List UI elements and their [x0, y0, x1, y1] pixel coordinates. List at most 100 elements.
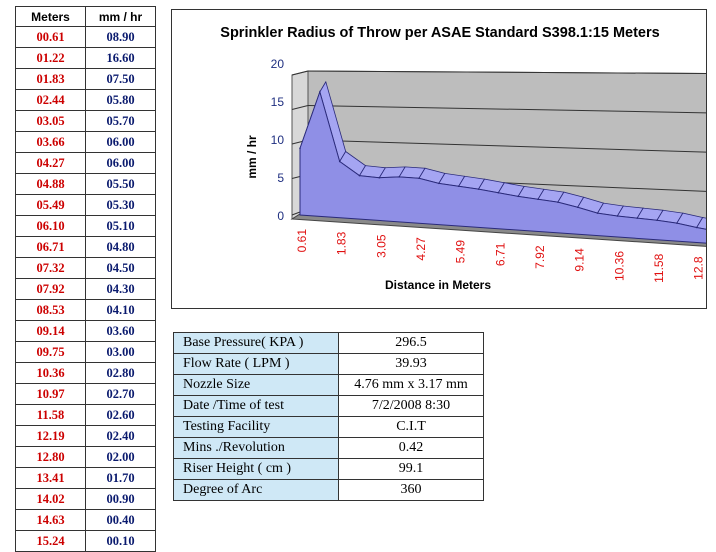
- info-value: 99.1: [338, 458, 484, 480]
- rate-cell: 05.50: [85, 173, 156, 195]
- table-row: 09.75 03.00: [15, 341, 156, 363]
- table-row: 01.22 16.60: [15, 47, 156, 69]
- table-row: 06.71 04.80: [15, 236, 156, 258]
- data-point: [656, 219, 658, 222]
- x-tick-label: 9.14: [573, 248, 587, 272]
- data-point: [438, 182, 440, 185]
- info-value: 296.5: [338, 332, 484, 354]
- table-header-row: Meters mm / hr: [15, 6, 156, 27]
- y-tick-label: 0: [277, 209, 284, 223]
- meters-cell: 15.24: [15, 530, 86, 552]
- info-row: Base Pressure( KPA ) 296.5: [173, 332, 484, 354]
- chart-title: Sprinkler Radius of Throw per ASAE Stand…: [220, 25, 659, 41]
- rate-cell: 04.50: [85, 257, 156, 279]
- info-label: Base Pressure( KPA ): [173, 332, 339, 354]
- rate-cell: 04.30: [85, 278, 156, 300]
- rate-cell: 05.80: [85, 89, 156, 111]
- x-tick-label: 5.49: [454, 240, 468, 264]
- table-body: 00.61 08.90 01.22 16.60 01.83 07.50 02.44 05.80…: [15, 26, 156, 552]
- chart-svg: Sprinkler Radius of Throw per ASAE Stand…: [220, 25, 706, 292]
- rainfall-data-table: Meters mm / hr 00.61 08.90 01.22 16.60 01.83…: [15, 6, 156, 552]
- table-row: 02.44 05.80: [15, 89, 156, 111]
- y-tick-label: 15: [271, 95, 285, 109]
- info-value: 0.42: [338, 437, 484, 459]
- meters-cell: 07.32: [15, 257, 86, 279]
- gridline: [307, 70, 706, 75]
- area-top-segment: [696, 217, 706, 230]
- meters-cell: 05.49: [15, 194, 86, 216]
- rate-cell: 00.90: [85, 488, 156, 510]
- gridline: [307, 139, 706, 153]
- data-point: [537, 198, 539, 201]
- rate-cell: 05.10: [85, 215, 156, 237]
- x-tick-label: 11.58: [652, 253, 666, 282]
- data-point: [378, 176, 381, 179]
- x-tick-label: 1.83: [335, 231, 349, 255]
- y-axis-ticks: 0 5 10 15 20: [271, 57, 285, 223]
- rate-cell: 05.70: [85, 110, 156, 132]
- info-value: C.I.T: [338, 416, 484, 438]
- data-point: [457, 185, 460, 188]
- table-row: 10.36 02.80: [15, 362, 156, 384]
- test-info-body: Base Pressure( KPA ) 296.5 Flow Rate ( LPM…: [173, 332, 484, 501]
- chart-area-series: [299, 80, 706, 244]
- table-row: 07.92 04.30: [15, 278, 156, 300]
- info-row: Flow Rate ( LPM ) 39.93: [173, 353, 484, 375]
- meters-cell: 03.66: [15, 131, 86, 153]
- rate-cell: 07.50: [85, 68, 156, 90]
- x-axis-label: Distance in Meters: [385, 278, 491, 292]
- table-row: 03.05 05.70: [15, 110, 156, 132]
- table-row: 08.53 04.10: [15, 299, 156, 321]
- table-row: 03.66 06.00: [15, 131, 156, 153]
- meters-cell: 10.97: [15, 383, 86, 405]
- info-value: 4.76 mm x 3.17 mm: [338, 374, 484, 396]
- meters-cell: 06.71: [15, 236, 86, 258]
- rate-cell: 00.40: [85, 509, 156, 531]
- rate-cell: 02.40: [85, 425, 156, 447]
- data-point: [358, 174, 361, 177]
- x-tick-label: 0.61: [295, 229, 309, 253]
- rate-cell: 06.00: [85, 131, 156, 153]
- table-row: 01.83 07.50: [15, 68, 156, 90]
- info-row: Nozzle Size 4.76 mm x 3.17 mm: [173, 374, 484, 396]
- table-row: 14.02 00.90: [15, 488, 156, 510]
- meters-cell: 12.19: [15, 425, 86, 447]
- data-point: [616, 215, 619, 217]
- rate-column-header: mm / hr: [85, 6, 156, 27]
- info-label: Testing Facility: [173, 416, 339, 438]
- info-label: Flow Rate ( LPM ): [173, 353, 339, 375]
- table-row: 07.32 04.50: [15, 257, 156, 279]
- meters-cell: 01.22: [15, 47, 86, 69]
- meters-cell: 01.83: [15, 68, 86, 90]
- table-row: 13.41 01.70: [15, 467, 156, 489]
- rate-cell: 02.80: [85, 362, 156, 384]
- rate-cell: 08.90: [85, 26, 156, 48]
- meters-cell: 09.14: [15, 320, 86, 342]
- gridline: [291, 70, 309, 76]
- info-row: Date /Time of test 7/2/2008 8:30: [173, 395, 484, 417]
- meters-cell: 03.05: [15, 110, 86, 132]
- data-point: [695, 226, 698, 229]
- table-row: 11.58 02.60: [15, 404, 156, 426]
- data-point: [299, 147, 301, 150]
- info-value: 39.93: [338, 353, 484, 375]
- table-row: 15.24 00.10: [15, 530, 156, 552]
- chart-panel: Sprinkler Radius of Throw per ASAE Stand…: [171, 9, 707, 309]
- gridline: [291, 105, 309, 110]
- data-point: [497, 191, 500, 194]
- data-point: [517, 195, 519, 198]
- data-point: [576, 206, 579, 209]
- meters-cell: 10.36: [15, 362, 86, 384]
- x-tick-label: 12.8: [692, 256, 706, 280]
- test-info-table: Base Pressure( KPA ) 296.5 Flow Rate ( LPM…: [173, 332, 484, 501]
- meters-cell: 02.44: [15, 89, 86, 111]
- info-row: Degree of Arc 360: [173, 479, 484, 501]
- info-label: Mins ./Revolution: [173, 437, 339, 459]
- y-tick-label: 20: [271, 57, 285, 71]
- info-value: 360: [338, 479, 484, 501]
- y-tick-label: 10: [271, 133, 285, 147]
- data-point: [557, 201, 559, 203]
- rate-cell: 06.00: [85, 152, 156, 174]
- meters-cell: 12.80: [15, 446, 86, 468]
- table-row: 06.10 05.10: [15, 215, 156, 237]
